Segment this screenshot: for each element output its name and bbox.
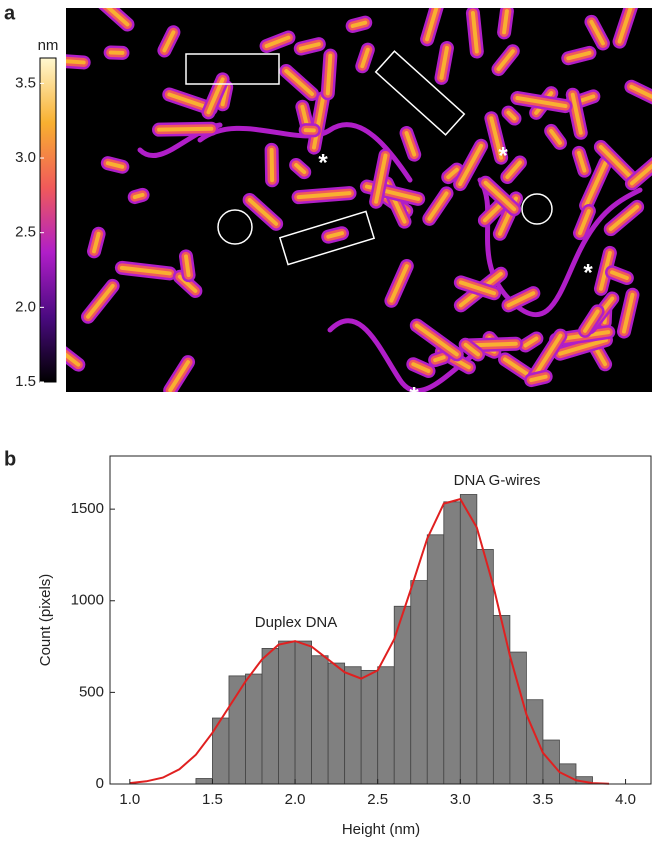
- annotation: Duplex DNA: [255, 614, 338, 631]
- colorbar-label: nm: [38, 37, 59, 54]
- bar: [279, 641, 296, 784]
- colorbar-tick-label: 2.5: [15, 224, 36, 241]
- annotation: DNA G-wires: [454, 472, 541, 489]
- g-wire-top: [159, 129, 211, 130]
- y-axis-title: Count (pixels): [37, 574, 54, 667]
- bar: [427, 535, 444, 784]
- bar: [411, 581, 428, 784]
- x-tick-label: 4.0: [615, 791, 636, 808]
- colorbar-tick-label: 3.5: [15, 74, 36, 91]
- g-wire-top: [135, 195, 143, 197]
- panel-label: b: [4, 448, 16, 470]
- x-tick-label: 2.5: [367, 791, 388, 808]
- y-tick-label: 1000: [71, 592, 104, 609]
- colorbar-tick-label: 2.0: [15, 298, 36, 315]
- bar: [444, 502, 461, 784]
- bar: [345, 667, 362, 784]
- g-wire-top: [504, 11, 507, 32]
- y-tick-label: 0: [96, 775, 104, 792]
- g-wire-top: [186, 256, 189, 275]
- x-tick-label: 1.0: [119, 791, 140, 808]
- x-tick-label: 1.5: [202, 791, 223, 808]
- x-tick-label: 3.5: [533, 791, 554, 808]
- bar: [460, 494, 477, 784]
- asterisk: *: [318, 149, 328, 176]
- bar: [510, 652, 527, 784]
- asterisk: *: [583, 259, 593, 286]
- bar: [526, 700, 543, 784]
- x-tick-label: 3.0: [450, 791, 471, 808]
- bar: [312, 656, 329, 784]
- bar: [229, 676, 246, 784]
- bar: [246, 674, 263, 784]
- colorbar-tick-label: 3.0: [15, 149, 36, 166]
- bar: [493, 615, 510, 784]
- g-wire-top: [328, 56, 331, 94]
- bar: [196, 779, 213, 784]
- y-tick-label: 1500: [71, 500, 104, 517]
- bar: [295, 641, 312, 784]
- x-tick-label: 2.0: [285, 791, 306, 808]
- x-axis-title: Height (nm): [342, 821, 420, 838]
- y-tick-label: 500: [79, 683, 104, 700]
- bar: [262, 648, 279, 784]
- g-wire-top: [435, 357, 444, 360]
- panel-label: a: [4, 2, 16, 24]
- bar: [477, 549, 494, 784]
- bar: [378, 667, 395, 784]
- bar: [361, 670, 378, 784]
- asterisk: *: [409, 382, 419, 409]
- colorbar-tick-label: 1.5: [15, 373, 36, 390]
- asterisk: *: [498, 142, 508, 169]
- colorbar: [40, 58, 56, 382]
- bar: [328, 663, 345, 784]
- g-wire-top: [58, 61, 84, 63]
